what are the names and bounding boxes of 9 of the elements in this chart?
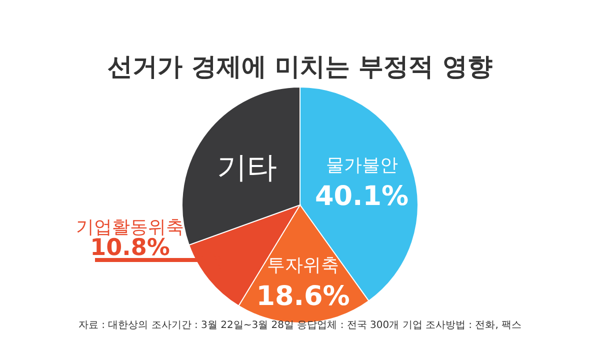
slice-label: 물가불안 [326,155,398,176]
slice-label: 기업활동위축 [76,217,184,238]
data-label: 40.1% [314,181,409,212]
data-label: 18.6% [256,281,350,312]
slice-label: 기타 [216,150,277,186]
data-label: 10.8% [90,235,170,261]
text: 자료 : 대한상의 조사기간 : 3월 22일~3월 28일 응답업체 : 전국 300개 기업 조사방법 : 전화, 팩스 [78,320,522,331]
chart-title: 선거가 경제에 미치는 부정적 영향 [108,52,492,81]
slice-label: 투자위축 [267,255,340,276]
